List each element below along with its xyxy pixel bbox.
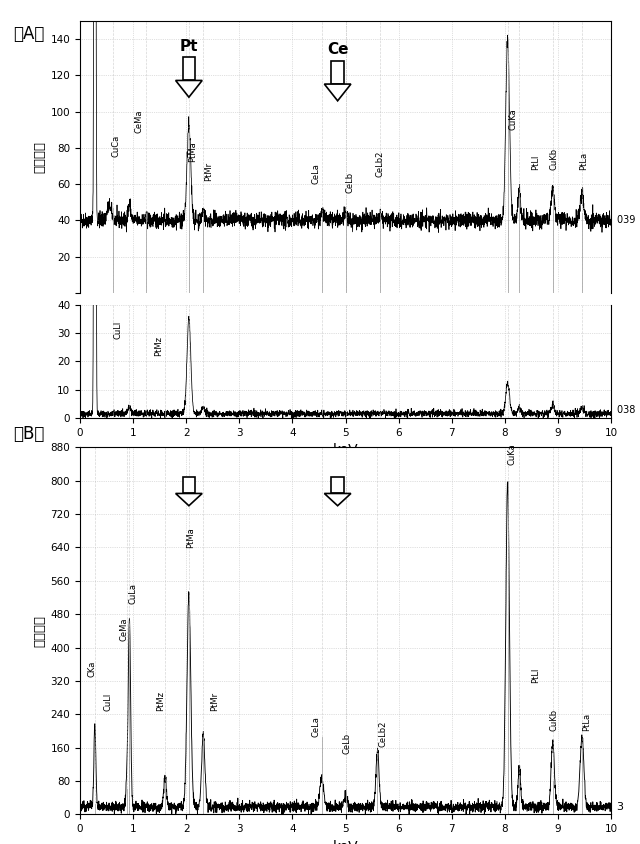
Text: CeMa: CeMa: [135, 110, 144, 133]
Text: PtLa: PtLa: [582, 713, 591, 731]
Polygon shape: [324, 84, 351, 100]
Text: CuKb: CuKb: [549, 709, 558, 731]
Text: PtMr: PtMr: [204, 161, 213, 181]
X-axis label: keV: keV: [333, 840, 358, 844]
Text: PtLa: PtLa: [579, 152, 588, 170]
Text: （A）: （A）: [13, 25, 44, 43]
Text: PtMa: PtMa: [186, 528, 196, 549]
Text: 038  2: 038 2: [616, 405, 640, 415]
Y-axis label: カウント: カウント: [33, 615, 46, 647]
Text: 3: 3: [616, 802, 623, 812]
Text: PtMa: PtMa: [188, 142, 197, 162]
Polygon shape: [324, 494, 351, 506]
Text: CeMa: CeMa: [119, 618, 128, 641]
Text: CuKa: CuKa: [508, 443, 516, 465]
Text: Ce: Ce: [327, 42, 348, 57]
Text: 039  1: 039 1: [616, 215, 640, 225]
Polygon shape: [175, 494, 202, 506]
Text: CuCa: CuCa: [111, 135, 120, 157]
Text: CuLl: CuLl: [103, 693, 112, 711]
Text: （B）: （B）: [13, 425, 44, 443]
Text: PtMz: PtMz: [156, 691, 165, 711]
Text: CKa: CKa: [87, 660, 96, 677]
Text: CuLa: CuLa: [129, 582, 138, 603]
Text: CuLl: CuLl: [114, 321, 123, 338]
Polygon shape: [332, 477, 344, 494]
Text: CeLa: CeLa: [312, 163, 321, 184]
Text: PtMr: PtMr: [210, 692, 219, 711]
Polygon shape: [175, 80, 202, 97]
Text: PtLl: PtLl: [531, 154, 540, 170]
Polygon shape: [182, 57, 195, 80]
Text: CeLa: CeLa: [312, 717, 321, 738]
X-axis label: keV: keV: [333, 443, 358, 457]
Y-axis label: カウント: カウント: [33, 141, 46, 173]
Text: CuKa: CuKa: [508, 108, 517, 130]
Text: Pt: Pt: [180, 39, 198, 54]
Text: CeLb2: CeLb2: [378, 721, 387, 747]
Text: CuKb: CuKb: [549, 148, 558, 170]
Text: PtMz: PtMz: [154, 336, 163, 355]
Text: CeLb: CeLb: [346, 172, 355, 193]
Polygon shape: [182, 477, 195, 494]
Text: CeLb: CeLb: [342, 733, 351, 754]
Text: CeLb2: CeLb2: [376, 150, 385, 177]
Polygon shape: [332, 61, 344, 84]
Text: PtLl: PtLl: [531, 668, 540, 683]
